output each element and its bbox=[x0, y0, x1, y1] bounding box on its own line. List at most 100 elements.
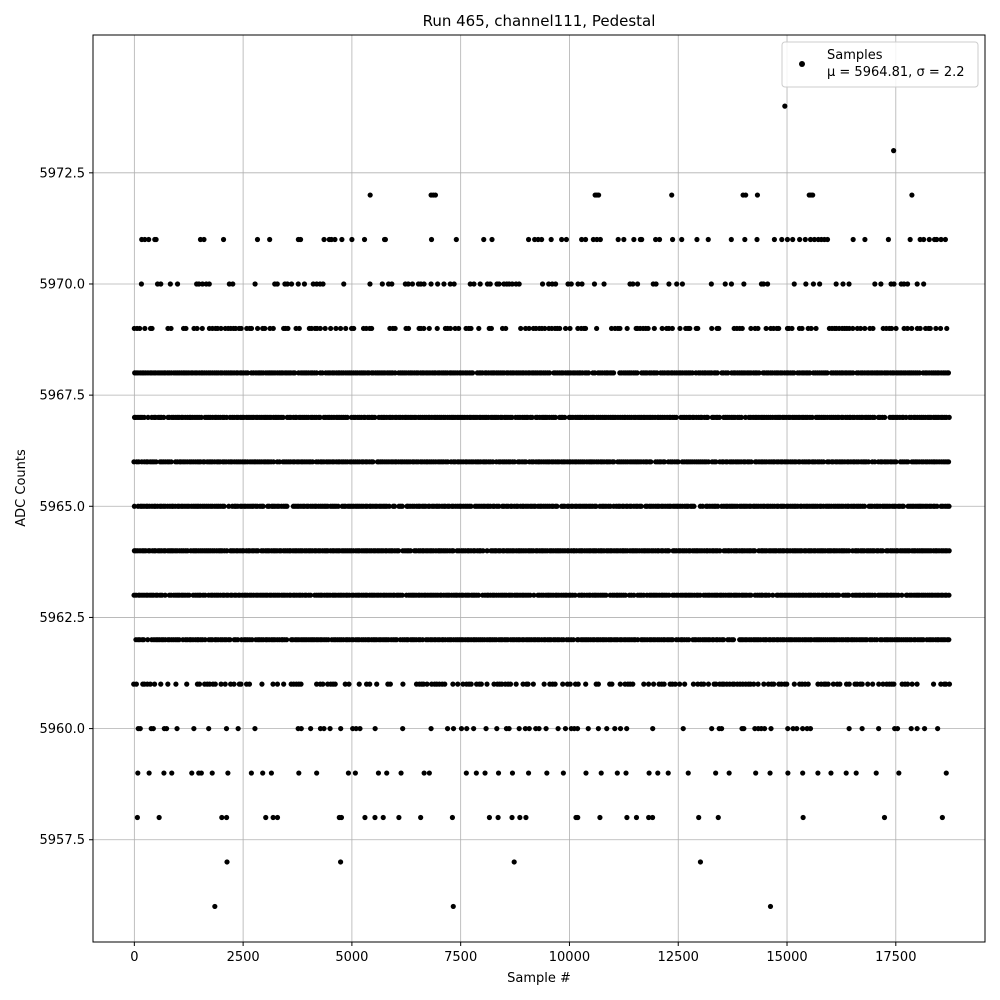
data-point bbox=[409, 281, 416, 287]
data-point bbox=[464, 725, 470, 732]
data-point bbox=[335, 503, 341, 509]
data-point bbox=[904, 325, 911, 332]
data-point bbox=[673, 414, 679, 420]
data-point bbox=[716, 325, 722, 332]
data-point bbox=[546, 370, 553, 376]
data-point bbox=[191, 725, 197, 732]
data-point bbox=[361, 236, 368, 243]
data-point bbox=[609, 681, 615, 687]
data-point bbox=[716, 414, 723, 420]
data-point bbox=[714, 370, 720, 376]
data-point bbox=[267, 236, 273, 243]
x-tick-label: 0 bbox=[130, 950, 138, 965]
data-point bbox=[477, 281, 483, 287]
data-point bbox=[226, 503, 232, 509]
data-point bbox=[455, 681, 461, 687]
data-point bbox=[313, 370, 320, 376]
data-point bbox=[809, 414, 815, 420]
data-point bbox=[575, 814, 581, 821]
plot-frame bbox=[92, 34, 986, 943]
data-point bbox=[339, 236, 345, 243]
data-point bbox=[494, 725, 500, 732]
legend-box bbox=[781, 41, 979, 88]
data-point bbox=[451, 281, 457, 287]
data-point bbox=[800, 725, 806, 732]
data-point bbox=[946, 592, 952, 598]
data-point bbox=[353, 725, 359, 732]
data-point bbox=[338, 725, 344, 732]
data-point bbox=[870, 325, 876, 332]
data-point bbox=[434, 325, 440, 332]
data-point bbox=[398, 770, 404, 776]
data-point bbox=[539, 281, 546, 287]
data-point bbox=[370, 459, 376, 465]
data-point bbox=[880, 681, 886, 687]
data-point bbox=[137, 725, 143, 732]
data-point bbox=[646, 770, 652, 776]
data-point bbox=[327, 725, 333, 732]
data-point bbox=[165, 681, 171, 687]
data-point bbox=[351, 325, 357, 332]
data-point bbox=[720, 637, 727, 643]
data-point bbox=[785, 770, 791, 776]
data-point bbox=[263, 814, 269, 821]
data-point bbox=[677, 325, 683, 332]
data-point bbox=[824, 236, 831, 243]
data-point bbox=[481, 236, 487, 243]
y-tick-label: 5957.5 bbox=[40, 833, 86, 848]
data-point bbox=[346, 681, 352, 687]
data-point bbox=[790, 725, 796, 732]
data-point bbox=[295, 281, 301, 287]
data-point bbox=[475, 592, 482, 598]
data-point bbox=[133, 681, 139, 687]
data-point bbox=[460, 681, 466, 687]
data-point bbox=[945, 370, 952, 376]
data-point bbox=[593, 503, 599, 509]
data-point bbox=[518, 325, 524, 332]
data-point bbox=[146, 236, 152, 243]
data-point bbox=[708, 281, 714, 287]
data-point bbox=[730, 637, 737, 643]
data-point bbox=[223, 725, 230, 732]
data-point bbox=[674, 281, 680, 287]
data-point bbox=[594, 325, 600, 332]
data-point bbox=[817, 281, 823, 287]
data-point bbox=[428, 236, 435, 243]
data-point bbox=[824, 370, 830, 376]
data-point bbox=[881, 814, 888, 821]
data-point bbox=[424, 681, 430, 687]
data-point bbox=[751, 681, 757, 687]
data-point bbox=[624, 725, 630, 732]
data-point bbox=[810, 281, 817, 287]
data-point bbox=[333, 325, 339, 332]
data-point bbox=[230, 281, 236, 287]
data-point bbox=[728, 281, 735, 287]
data-point bbox=[149, 325, 155, 332]
data-point bbox=[281, 681, 287, 687]
data-point bbox=[585, 370, 592, 376]
data-point bbox=[483, 725, 489, 732]
data-point bbox=[138, 281, 145, 287]
data-point bbox=[899, 592, 905, 598]
data-point bbox=[675, 459, 681, 465]
data-point bbox=[771, 681, 777, 687]
data-point bbox=[506, 725, 512, 732]
data-point bbox=[705, 236, 711, 243]
data-point bbox=[202, 637, 208, 643]
data-point bbox=[392, 325, 398, 332]
data-point bbox=[651, 325, 657, 332]
data-point bbox=[944, 325, 950, 332]
data-point bbox=[930, 681, 937, 687]
data-point bbox=[562, 414, 568, 420]
data-point bbox=[343, 325, 349, 332]
data-point bbox=[516, 725, 522, 732]
data-point bbox=[342, 681, 348, 687]
data-point bbox=[840, 281, 846, 287]
data-point bbox=[611, 459, 617, 465]
data-point bbox=[617, 681, 623, 687]
data-point bbox=[596, 192, 602, 198]
data-point bbox=[523, 459, 529, 465]
data-point bbox=[488, 325, 494, 332]
data-point bbox=[916, 370, 923, 376]
